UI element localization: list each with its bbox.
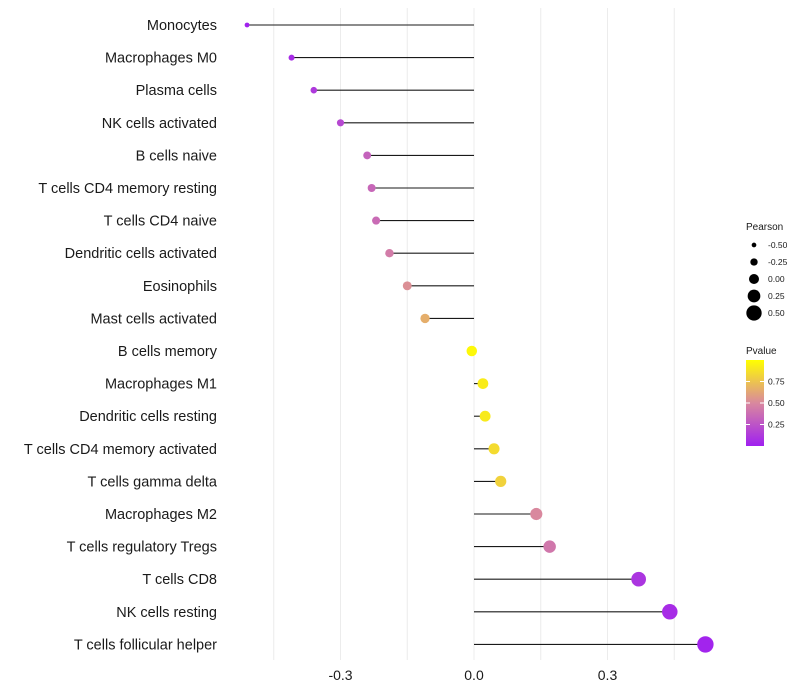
category-label: T cells gamma delta bbox=[88, 474, 218, 490]
category-label: B cells memory bbox=[118, 344, 218, 360]
x-tick-label: 0.0 bbox=[464, 667, 484, 683]
lollipop-point bbox=[662, 604, 678, 620]
lollipop-stems bbox=[247, 24, 706, 645]
category-label: T cells CD4 naive bbox=[104, 214, 217, 230]
category-label: T cells CD4 memory activated bbox=[24, 442, 217, 458]
legend-size-key bbox=[747, 289, 761, 303]
category-label: Macrophages M1 bbox=[105, 377, 217, 393]
legend-size-key bbox=[748, 273, 760, 285]
lollipop-point bbox=[363, 151, 372, 160]
lollipop-point bbox=[310, 86, 318, 94]
lollipop-point bbox=[372, 216, 381, 225]
legend-size-key bbox=[751, 242, 757, 248]
lollipop-point bbox=[288, 54, 295, 61]
legend-size-label: 0.00 bbox=[768, 274, 785, 284]
category-label: T cells CD8 bbox=[142, 572, 217, 588]
category-label: T cells CD4 memory resting bbox=[38, 181, 217, 197]
category-label: Eosinophils bbox=[143, 279, 217, 295]
legend-pvalue-label: 0.50 bbox=[768, 398, 785, 408]
category-label: B cells naive bbox=[136, 148, 217, 164]
legend-size-key bbox=[746, 305, 762, 321]
lollipop-point bbox=[631, 571, 647, 587]
category-label: Monocytes bbox=[147, 18, 217, 34]
category-label: T cells regulatory Tregs bbox=[67, 540, 217, 556]
category-label: Macrophages M2 bbox=[105, 507, 217, 523]
legend-size-label: -0.25 bbox=[768, 257, 788, 267]
lollipop-point bbox=[495, 475, 507, 488]
x-axis-ticks: -0.3 0.0 0.3 bbox=[328, 667, 617, 683]
lollipop-point bbox=[402, 281, 412, 291]
lollipop-point bbox=[367, 184, 376, 192]
lollipop-point bbox=[697, 636, 714, 653]
lollipop-point bbox=[244, 22, 250, 28]
lollipop-point bbox=[488, 443, 500, 455]
lollipop-point bbox=[336, 119, 345, 127]
legend-pearson: Pearson -0.50 -0.25 0.00 0.25 0.50 bbox=[746, 222, 788, 321]
category-label: NK cells resting bbox=[116, 605, 217, 621]
lollipop-point bbox=[466, 345, 478, 357]
legend-size-key bbox=[750, 258, 758, 266]
lollipop-point bbox=[385, 248, 394, 258]
lollipop-point bbox=[420, 313, 430, 324]
grid-lines bbox=[273, 8, 675, 660]
category-labels: Monocytes Macrophages M0 Plasma cells NK ce… bbox=[24, 18, 218, 653]
pvalue-colorbar bbox=[746, 360, 764, 446]
legend-size-label: 0.25 bbox=[768, 291, 785, 301]
category-label: Dendritic cells resting bbox=[79, 409, 217, 425]
lollipop-point bbox=[543, 540, 556, 553]
category-label: T cells follicular helper bbox=[74, 637, 217, 653]
category-label: Macrophages M0 bbox=[105, 51, 217, 67]
legend-pvalue-title: Pvalue bbox=[746, 346, 777, 357]
legend-pearson-title: Pearson bbox=[746, 222, 783, 233]
legend-size-label: 0.50 bbox=[768, 308, 785, 318]
lollipop-point bbox=[477, 378, 489, 389]
x-tick-label: 0.3 bbox=[598, 667, 618, 683]
legend-pvalue-label: 0.25 bbox=[768, 420, 785, 430]
legend-pvalue: Pvalue 0.25 0.50 0.75 bbox=[746, 346, 785, 446]
category-label: Plasma cells bbox=[136, 83, 217, 99]
category-label: NK cells activated bbox=[102, 116, 217, 132]
legend-size-label: -0.50 bbox=[768, 240, 788, 250]
category-label: Mast cells activated bbox=[90, 311, 217, 327]
legend-pvalue-label: 0.75 bbox=[768, 377, 785, 387]
lollipop-point bbox=[530, 507, 543, 521]
lollipop-point bbox=[479, 410, 491, 422]
category-label: Dendritic cells activated bbox=[65, 246, 217, 262]
x-tick-label: -0.3 bbox=[328, 667, 352, 683]
lollipop-points bbox=[244, 22, 714, 653]
